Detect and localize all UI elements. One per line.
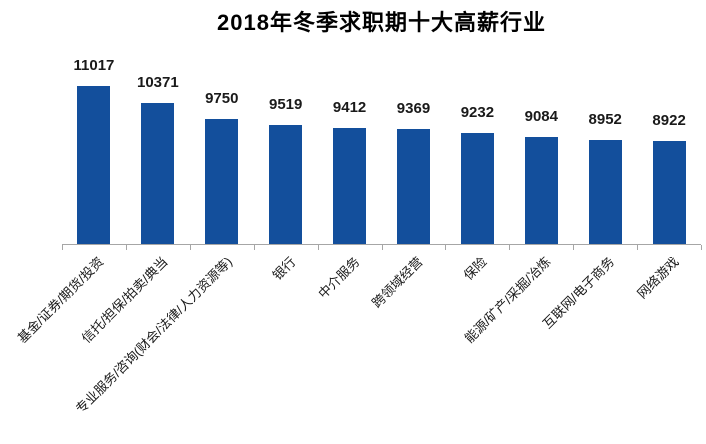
- bar: [396, 129, 430, 244]
- axis-tick: [701, 245, 702, 250]
- bar-value-label: 8952: [588, 111, 622, 128]
- bar-column: 8922: [637, 50, 701, 244]
- bar: [588, 140, 622, 244]
- plot-area: 11017 10371 9750 9519 9412 9369 9232 9084 8952 89…: [62, 50, 701, 244]
- bar-value-label: 9369: [396, 100, 431, 117]
- chart-title: 2018年冬季求职期十大高薪行业: [217, 10, 546, 35]
- axis-tick: [190, 245, 191, 250]
- bar: [269, 125, 303, 244]
- axis-tick: [509, 245, 510, 250]
- bar-column: 9369: [382, 50, 446, 244]
- bar: [652, 141, 686, 244]
- category-label: 网络游戏: [634, 254, 682, 302]
- bar: [524, 137, 558, 244]
- bar-value-label: 9750: [205, 90, 239, 107]
- axis-tick: [445, 245, 446, 250]
- bar: [333, 128, 367, 244]
- axis-tick: [318, 245, 319, 250]
- bar: [460, 133, 494, 244]
- bar-value-label: 9412: [332, 99, 367, 116]
- bar-value-label: 9232: [460, 104, 495, 121]
- bar-column: 9519: [254, 50, 318, 244]
- bar-column: 9084: [509, 50, 573, 244]
- axis-tick: [62, 245, 63, 250]
- bar-column: 9412: [318, 50, 382, 244]
- bar-value-label: 9519: [268, 96, 303, 113]
- bar-column: 9232: [445, 50, 509, 244]
- bar: [141, 103, 175, 244]
- category-label: 保险: [460, 254, 490, 284]
- axis-tick: [126, 245, 127, 250]
- category-label: 银行: [269, 254, 299, 284]
- bar-column: 8952: [573, 50, 637, 244]
- axis-tick: [382, 245, 383, 250]
- axis-tick: [637, 245, 638, 250]
- bar-column: 11017: [62, 50, 126, 244]
- category-label: 中介服务: [315, 254, 363, 302]
- bar-value-label: 8922: [652, 112, 686, 129]
- axis-tick: [573, 245, 574, 250]
- axis-tick: [254, 245, 255, 250]
- bar-value-label: 9084: [524, 108, 558, 125]
- bar-column: 9750: [190, 50, 254, 244]
- category-label: 跨领域经营: [369, 254, 426, 311]
- bar-column: 10371: [126, 50, 190, 244]
- bar-value-label: 11017: [73, 57, 115, 74]
- bar-value-label: 10371: [137, 74, 179, 91]
- x-axis-line: [62, 244, 701, 245]
- bar: [205, 119, 239, 244]
- bar: [77, 86, 111, 244]
